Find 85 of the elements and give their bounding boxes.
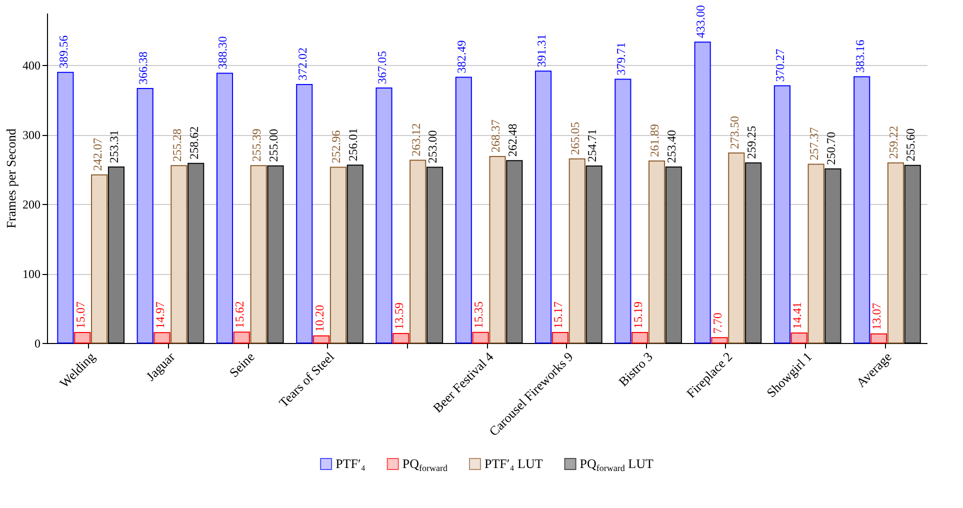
data-label: 268.37 xyxy=(488,120,502,153)
bar xyxy=(854,76,870,344)
bar xyxy=(74,332,91,344)
bar xyxy=(694,42,711,344)
data-label: 259.22 xyxy=(886,126,901,159)
data-label: 273.50 xyxy=(727,116,742,149)
data-label: 13.07 xyxy=(870,302,884,330)
bar xyxy=(632,332,648,344)
legend-label: PTF′₄ LUT xyxy=(484,456,543,471)
data-label: 367.05 xyxy=(374,50,389,84)
bar xyxy=(728,152,745,344)
data-label: 261.89 xyxy=(648,124,662,158)
bar xyxy=(154,332,170,344)
bar xyxy=(57,72,74,344)
y-tick-label: 400 xyxy=(22,58,40,73)
data-label: 13.59 xyxy=(392,302,406,330)
bar xyxy=(887,162,904,344)
bar xyxy=(313,335,330,344)
data-label: 259.25 xyxy=(744,126,758,159)
data-label: 253.40 xyxy=(664,130,679,163)
data-label: 250.70 xyxy=(824,132,838,165)
bar xyxy=(790,332,808,344)
bar xyxy=(392,333,410,344)
data-label: 15.35 xyxy=(472,301,486,328)
bar xyxy=(535,70,552,344)
legend-label: PTF′₄ xyxy=(336,456,366,471)
bar xyxy=(808,164,824,344)
data-label: 10.20 xyxy=(312,304,326,332)
data-label: 262.48 xyxy=(505,124,520,157)
bar xyxy=(472,332,489,344)
data-label: 370.27 xyxy=(773,48,788,82)
bar xyxy=(568,158,586,344)
bar xyxy=(410,160,426,344)
data-label: 433.00 xyxy=(694,5,708,38)
data-label: 15.17 xyxy=(551,301,566,328)
bar xyxy=(489,156,506,344)
data-label: 258.62 xyxy=(186,126,201,160)
data-label: 254.71 xyxy=(585,129,600,162)
bar xyxy=(296,84,313,344)
data-label: 256.01 xyxy=(346,128,360,162)
bar xyxy=(711,337,728,344)
data-label: 14.41 xyxy=(790,302,804,329)
bar xyxy=(170,165,188,344)
data-label: 382.49 xyxy=(454,40,469,74)
data-label: 253.31 xyxy=(107,130,122,164)
data-label: 15.62 xyxy=(232,301,247,328)
data-label: 252.96 xyxy=(329,130,344,164)
y-tick-label: 300 xyxy=(22,128,40,142)
bar xyxy=(330,166,346,344)
bar xyxy=(136,88,154,344)
data-label: 257.37 xyxy=(807,127,822,160)
bar xyxy=(233,332,250,344)
data-label: 372.02 xyxy=(295,48,310,81)
data-label: 265.05 xyxy=(568,122,582,155)
data-label: 14.97 xyxy=(152,302,167,329)
data-label: 389.56 xyxy=(56,35,70,68)
data-label: 255.28 xyxy=(170,128,184,162)
data-label: 7.70 xyxy=(710,312,724,334)
data-label: 383.16 xyxy=(852,40,867,73)
bar xyxy=(870,333,888,344)
data-label: 255.60 xyxy=(904,128,918,162)
bar xyxy=(648,160,666,344)
y-tick-label: 100 xyxy=(22,267,40,282)
data-label: 15.07 xyxy=(73,302,88,329)
data-label: 255.39 xyxy=(250,128,264,162)
data-label: 388.30 xyxy=(216,36,230,70)
data-label: 242.07 xyxy=(90,138,104,171)
data-label: 379.71 xyxy=(614,42,628,76)
data-label: 263.12 xyxy=(408,123,423,156)
y-tick-label: 200 xyxy=(22,198,40,212)
data-label: 366.38 xyxy=(136,51,150,84)
bar xyxy=(614,78,632,344)
data-label: 391.31 xyxy=(534,34,548,68)
bar xyxy=(216,72,234,344)
bar xyxy=(376,87,392,344)
data-label: 253.00 xyxy=(426,130,440,164)
bar xyxy=(250,165,267,344)
bar xyxy=(774,85,790,344)
data-label: 255.00 xyxy=(266,128,280,162)
y-tick-label: 0 xyxy=(34,336,40,350)
bar xyxy=(552,332,568,344)
bar xyxy=(455,76,472,344)
y-axis-title: Frames per Second xyxy=(4,128,18,228)
bar xyxy=(91,174,108,344)
data-label: 15.19 xyxy=(630,301,645,328)
